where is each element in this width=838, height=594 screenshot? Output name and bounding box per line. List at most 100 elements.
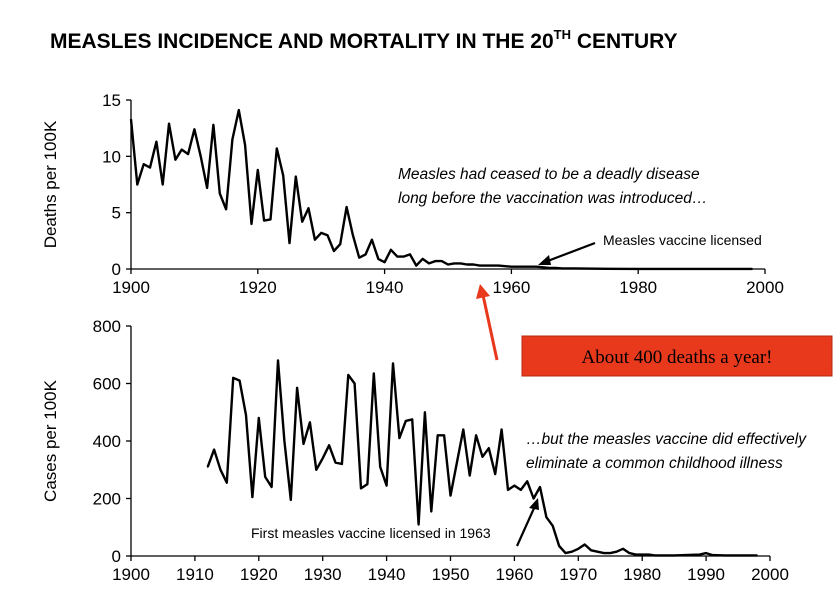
data-point bbox=[206, 466, 209, 468]
data-point bbox=[520, 489, 522, 491]
x-tick-label: 2000 bbox=[746, 278, 784, 297]
data-point bbox=[251, 496, 254, 498]
title-main: MEASLES INCIDENCE AND MORTALITY IN THE 2… bbox=[50, 30, 554, 53]
data-point bbox=[269, 218, 272, 221]
data-point bbox=[548, 267, 551, 269]
data-point bbox=[155, 140, 158, 143]
x-tick-label: 1970 bbox=[559, 565, 597, 584]
callout-box bbox=[521, 335, 833, 377]
data-point bbox=[199, 155, 202, 158]
data-point bbox=[641, 553, 643, 556]
incidence-chart: 0 200 400 600 800 1900 1910 1920 1930 1940 1950 196… bbox=[41, 317, 807, 584]
annotation-line1: …but the measles vaccine did effectively bbox=[526, 431, 807, 448]
data-point bbox=[583, 543, 586, 546]
data-point bbox=[187, 153, 189, 155]
data-point bbox=[622, 548, 624, 550]
data-point bbox=[174, 158, 177, 161]
first-vaccine-arrow-head bbox=[529, 498, 539, 510]
data-point bbox=[385, 484, 388, 487]
data-point bbox=[206, 187, 208, 189]
mortality-chart: 0 5 10 15 1900 1920 1940 1960 1980 2000 Deaths per… bbox=[41, 91, 784, 297]
data-point bbox=[232, 377, 234, 379]
data-point bbox=[449, 494, 452, 497]
data-point bbox=[516, 265, 519, 268]
data-point bbox=[270, 486, 273, 488]
data-point bbox=[705, 552, 707, 554]
callout-text: About 400 deaths a year! bbox=[582, 347, 773, 368]
annotation-vaccine: Measles vaccine licensed bbox=[603, 232, 762, 248]
data-point bbox=[288, 242, 291, 244]
data-point bbox=[315, 469, 318, 471]
data-point bbox=[724, 554, 727, 557]
data-point bbox=[334, 461, 337, 464]
vaccine-arrow-shaft bbox=[544, 241, 596, 264]
data-point bbox=[358, 256, 361, 259]
x-tick-label: 1900 bbox=[112, 278, 150, 297]
data-point bbox=[161, 183, 164, 186]
data-point bbox=[424, 411, 426, 414]
data-point bbox=[392, 362, 394, 365]
data-point bbox=[213, 448, 215, 451]
annotation-line2: long before the vaccination was introduc… bbox=[398, 190, 707, 207]
data-point bbox=[396, 255, 399, 258]
data-point bbox=[545, 516, 548, 518]
data-point bbox=[558, 545, 560, 547]
x-tick-label: 1900 bbox=[112, 565, 150, 584]
data-point bbox=[276, 147, 278, 150]
data-point bbox=[555, 267, 557, 269]
data-point bbox=[440, 260, 443, 262]
data-point bbox=[231, 138, 234, 141]
x-tick-label: 1960 bbox=[492, 278, 530, 297]
data-point bbox=[673, 554, 675, 557]
data-point bbox=[436, 434, 439, 437]
y-axis-label: Deaths per 100K bbox=[41, 120, 60, 248]
data-point bbox=[405, 420, 407, 422]
data-point bbox=[402, 255, 405, 258]
data-point bbox=[238, 379, 241, 382]
data-point bbox=[609, 552, 612, 554]
data-point bbox=[353, 382, 356, 385]
data-point bbox=[551, 525, 554, 527]
x-tick-label: 1940 bbox=[368, 565, 406, 584]
data-point bbox=[700, 268, 703, 270]
data-point bbox=[513, 484, 516, 487]
y-tick-label: 5 bbox=[112, 204, 121, 223]
data-point bbox=[523, 265, 525, 268]
data-point bbox=[219, 192, 221, 195]
data-point bbox=[360, 487, 362, 490]
data-point bbox=[574, 267, 576, 270]
data-point bbox=[494, 473, 497, 475]
data-point bbox=[277, 359, 279, 362]
annotation-line1: Measles had ceased to be a deadly diseas… bbox=[398, 166, 700, 183]
data-point bbox=[168, 122, 170, 125]
data-point bbox=[526, 480, 528, 483]
data-point bbox=[328, 444, 330, 447]
data-point bbox=[654, 554, 656, 557]
data-point bbox=[500, 428, 503, 431]
data-point bbox=[751, 268, 754, 270]
data-point bbox=[462, 428, 465, 431]
data-point bbox=[590, 549, 592, 552]
data-point bbox=[226, 481, 228, 484]
data-point bbox=[238, 109, 240, 111]
data-point bbox=[366, 483, 369, 485]
data-point bbox=[507, 489, 509, 491]
annotation-vaccine: First measles vaccine licensed in 1963 bbox=[251, 525, 491, 541]
data-point bbox=[263, 219, 265, 222]
data-point bbox=[345, 206, 348, 208]
data-point bbox=[475, 434, 477, 437]
data-point bbox=[497, 264, 500, 267]
x-tick-label: 1980 bbox=[623, 565, 661, 584]
data-point bbox=[732, 268, 735, 270]
x-tick-label: 1990 bbox=[687, 565, 725, 584]
data-point bbox=[314, 238, 316, 241]
data-point bbox=[561, 267, 563, 270]
data-point bbox=[398, 437, 401, 439]
title-rest: CENTURY bbox=[571, 30, 678, 53]
data-point bbox=[130, 118, 132, 120]
data-point bbox=[615, 550, 618, 553]
data-point bbox=[468, 474, 471, 477]
data-point bbox=[430, 510, 433, 513]
data-point bbox=[193, 128, 196, 131]
